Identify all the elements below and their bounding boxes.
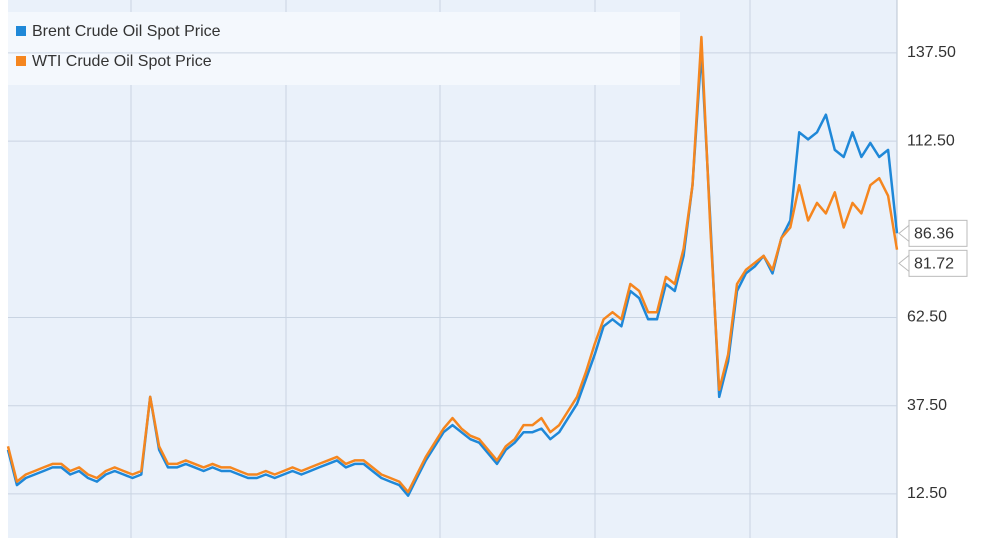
end-label-pointer xyxy=(898,254,910,273)
y-tick-label: 12.50 xyxy=(907,485,947,502)
end-label-box xyxy=(908,249,968,277)
y-tick-label: 112.50 xyxy=(907,132,955,149)
legend-label: WTI Crude Oil Spot Price xyxy=(32,53,212,70)
end-value-label: 86.36 xyxy=(914,226,954,243)
legend-label: Brent Crude Oil Spot Price xyxy=(32,23,221,40)
y-tick-label: 137.50 xyxy=(907,44,956,61)
end-label-pointer xyxy=(898,224,910,243)
y-tick-label: 37.50 xyxy=(907,397,947,414)
y-tick-label: 62.50 xyxy=(907,309,947,326)
legend-box xyxy=(8,12,680,85)
end-label-box xyxy=(908,219,968,247)
end-value-label: 81.72 xyxy=(914,256,954,273)
legend-swatch xyxy=(16,26,26,36)
legend-swatch xyxy=(16,56,26,66)
series-line xyxy=(6,35,899,494)
